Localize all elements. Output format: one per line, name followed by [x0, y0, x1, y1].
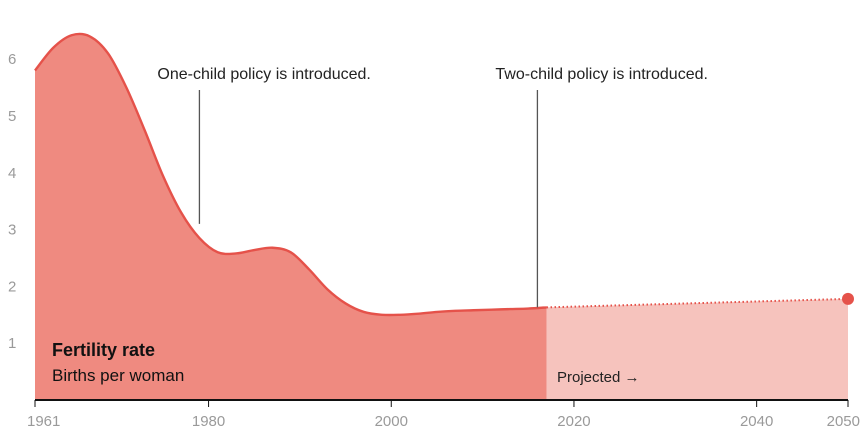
x-tick-label: 2050 — [827, 413, 860, 430]
x-tick-label: 2020 — [557, 413, 590, 430]
chart-title: Fertility rate — [52, 340, 156, 360]
y-tick-label: 5 — [8, 108, 16, 125]
historical-line — [34, 32, 547, 317]
projection-end-dot — [842, 292, 854, 305]
annotation-text: Two-child policy is introduced. — [495, 66, 708, 83]
x-tick-label: 1961 — [27, 413, 60, 430]
y-tick-label: 1 — [8, 335, 16, 352]
annotation-text: One-child policy is introduced. — [157, 66, 370, 83]
y-tick-label: 3 — [8, 222, 16, 239]
projected-label: Projected → — [557, 369, 640, 386]
x-tick-label: 1980 — [192, 413, 225, 430]
y-tick-label: 4 — [8, 165, 16, 182]
y-tick-label: 2 — [8, 278, 16, 295]
x-tick-label: 2040 — [740, 413, 773, 430]
historical-area — [35, 33, 547, 401]
y-tick-label: 6 — [8, 51, 16, 68]
chart-subtitle: Births per woman — [52, 366, 185, 385]
projected-area — [546, 298, 848, 400]
x-tick-label: 2000 — [375, 413, 408, 430]
